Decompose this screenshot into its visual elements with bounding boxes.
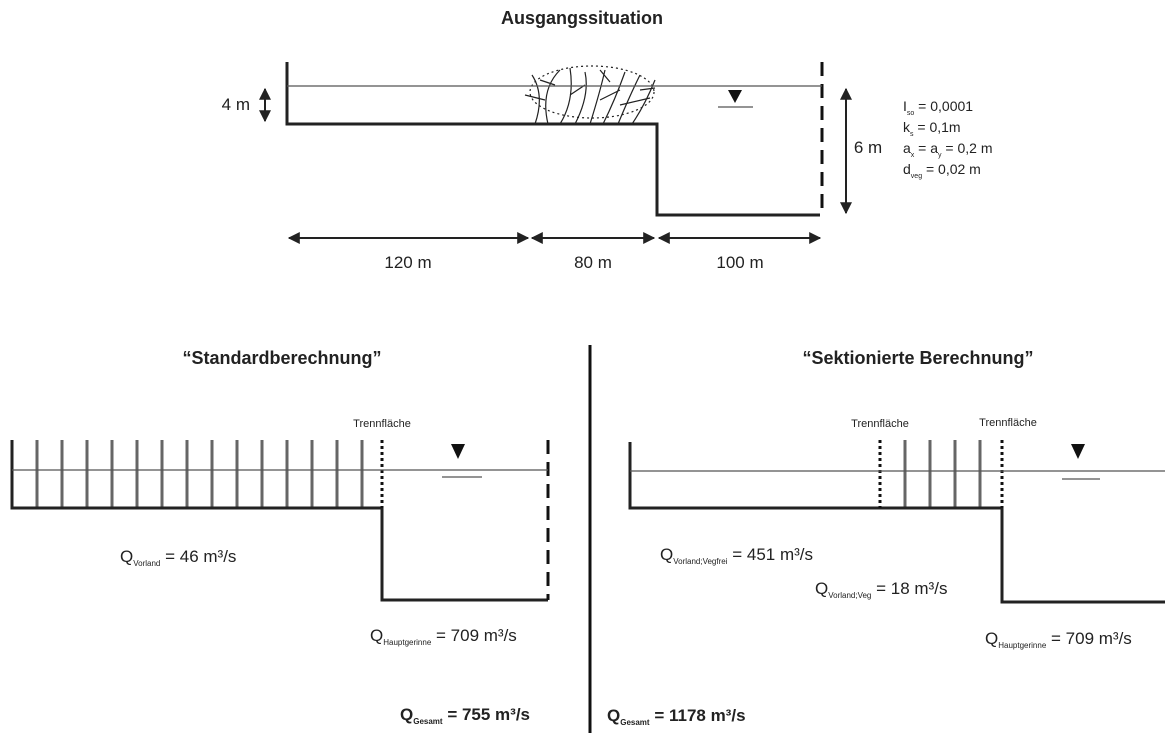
bush (524, 65, 656, 125)
panel-title: “Standardberechnung” (182, 348, 381, 368)
text: = 755 m³/s (443, 705, 530, 724)
text: Q (985, 629, 998, 648)
subscript: Gesamt (413, 717, 443, 726)
text: = a (914, 140, 938, 156)
water-symbol (728, 90, 742, 103)
formula: QGesamt = 755 m³/s (400, 705, 530, 726)
vegetation (903, 440, 982, 508)
subscript: x (911, 152, 915, 159)
text: Q (815, 579, 828, 598)
profile (285, 62, 820, 217)
text: = 451 m³/s (728, 545, 814, 564)
formula: ax = ay = 0,2 m (903, 140, 993, 159)
profile (628, 442, 1165, 604)
vegetation (35, 440, 364, 508)
text: = 0,02 m (922, 161, 981, 177)
subscript: y (938, 152, 942, 159)
title: Ausgangssituation (501, 8, 663, 28)
text: Q (607, 706, 620, 725)
formula: dveg = 0,02 m (903, 161, 981, 180)
formula: QVorland;Veg = 18 m³/s (815, 579, 947, 600)
text: a (903, 140, 911, 156)
formula: ks = 0,1m (903, 119, 961, 138)
text: Q (370, 626, 383, 645)
dim-label: 80 m (574, 253, 612, 272)
subscript: Hauptgerinne (383, 638, 432, 647)
text: Q (400, 705, 413, 724)
subscript: Vorland;Vegfrei (673, 557, 727, 566)
subscript: veg (911, 173, 922, 180)
subscript: Vorland (133, 559, 160, 568)
formula: QVorland = 46 m³/s (120, 547, 236, 568)
panel-title: “Sektionierte Berechnung” (802, 348, 1033, 368)
text: = 0,0001 (914, 98, 973, 114)
text: k (903, 119, 911, 135)
text: = 709 m³/s (431, 626, 517, 645)
dim-label: 100 m (716, 253, 763, 272)
text: I (903, 98, 907, 114)
dim-label: 120 m (384, 253, 431, 272)
formula: QVorland;Vegfrei = 451 m³/s (660, 545, 813, 566)
dim-label: 6 m (854, 138, 882, 157)
text: = 0,1m (914, 119, 961, 135)
water-symbol (451, 444, 465, 459)
water-symbol (1071, 444, 1085, 459)
separator-label: Trennfläche (851, 418, 909, 430)
separator-label: Trennfläche (353, 418, 411, 430)
subscript: so (907, 110, 915, 117)
text: d (903, 161, 911, 177)
text: = 1178 m³/s (650, 706, 746, 725)
text: = 46 m³/s (160, 547, 236, 566)
formula: QGesamt = 1178 m³/s (607, 706, 746, 727)
text: = 0,2 m (942, 140, 993, 156)
dim-label: 4 m (222, 95, 250, 114)
text: = 18 m³/s (871, 579, 947, 598)
subscript: Gesamt (620, 718, 650, 727)
formula: QHauptgerinne = 709 m³/s (370, 626, 517, 647)
text: Q (660, 545, 673, 564)
profile (10, 440, 548, 602)
formula: Iso = 0,0001 (903, 98, 973, 117)
subscript: s (910, 131, 914, 138)
text: = 709 m³/s (1046, 629, 1132, 648)
text: Q (120, 547, 133, 566)
separator-label: Trennfläche (979, 417, 1037, 429)
subscript: Vorland;Veg (828, 591, 871, 600)
subscript: Hauptgerinne (998, 641, 1047, 650)
formula: QHauptgerinne = 709 m³/s (985, 629, 1132, 650)
